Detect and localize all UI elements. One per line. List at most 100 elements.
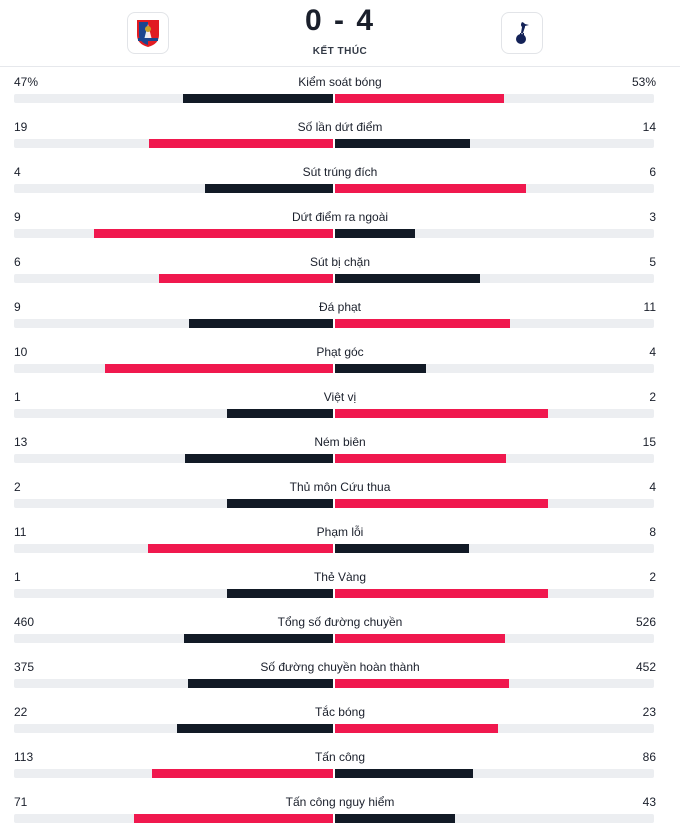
stat-label: Tấn công nguy hiểm	[285, 795, 395, 809]
away-stat-value: 8	[649, 525, 656, 539]
stat-row: 1 Thẻ Vàng 2	[0, 562, 680, 607]
away-stat-value: 23	[642, 705, 656, 719]
stat-label: Thẻ Vàng	[313, 570, 367, 584]
home-stat-track	[14, 544, 333, 553]
stat-row: 375 Số đường chuyền hoàn thành 452	[0, 652, 680, 697]
away-stat-value: 2	[649, 390, 656, 404]
home-stat-track	[14, 409, 333, 418]
home-stat-value: 10	[14, 345, 28, 359]
stat-row: 19 Số lần dứt điểm 14	[0, 112, 680, 157]
home-stat-bar	[189, 319, 333, 328]
home-stat-track	[14, 589, 333, 598]
home-stat-bar	[152, 769, 333, 778]
stat-row: 13 Ném biên 15	[0, 427, 680, 472]
away-stat-value: 11	[643, 300, 656, 314]
home-stat-value: 460	[14, 615, 35, 629]
away-stat-bar	[335, 274, 480, 283]
match-status: KẾT THÚC	[312, 46, 368, 57]
home-stat-track	[14, 364, 333, 373]
home-stat-value: 22	[14, 705, 28, 719]
stat-label: Dứt điểm ra ngoài	[291, 210, 389, 224]
home-stat-value: 9	[14, 210, 21, 224]
stat-row: 10 Phạt góc 4	[0, 337, 680, 382]
home-stat-track	[14, 634, 333, 643]
home-stat-track	[14, 229, 333, 238]
away-stat-track	[335, 454, 654, 463]
stat-row: 460 Tổng số đường chuyền 526	[0, 607, 680, 652]
home-stat-value: 113	[14, 750, 34, 764]
match-header: 0 - 4 KẾT THÚC	[0, 0, 680, 67]
away-stat-value: 15	[642, 435, 656, 449]
away-stat-bar	[335, 184, 526, 193]
away-stat-track	[335, 679, 654, 688]
stat-label: Số lần dứt điểm	[297, 120, 383, 134]
away-stat-value: 2	[649, 570, 656, 584]
stat-label: Tắc bóng	[314, 705, 366, 719]
away-stat-bar	[335, 364, 426, 373]
home-stat-track	[14, 274, 333, 283]
away-stat-track	[335, 499, 654, 508]
home-stat-bar	[177, 724, 333, 733]
stat-row: 4 Sút trúng đích 6	[0, 157, 680, 202]
away-stat-bar	[335, 94, 504, 103]
stat-label: Phạt góc	[316, 345, 364, 359]
home-stat-value: 13	[14, 435, 28, 449]
away-stat-bar	[335, 544, 469, 553]
away-stat-track	[335, 364, 654, 373]
home-stat-value: 2	[14, 480, 21, 494]
home-stat-bar	[149, 139, 333, 148]
home-stat-track	[14, 454, 333, 463]
away-stat-bar	[335, 634, 505, 643]
stat-label: Tấn công	[314, 750, 366, 764]
home-stat-track	[14, 724, 333, 733]
stat-label: Kiểm soát bóng	[298, 75, 382, 89]
stat-row: 11 Phạm lỗi 8	[0, 517, 680, 562]
away-stat-value: 6	[649, 165, 656, 179]
away-stat-track	[335, 769, 654, 778]
stat-row: 22 Tắc bóng 23	[0, 697, 680, 742]
stat-label: Thủ môn Cứu thua	[289, 480, 391, 494]
home-stat-value: 19	[14, 120, 28, 134]
home-stat-track	[14, 769, 333, 778]
away-stat-track	[335, 274, 654, 283]
home-stat-bar	[227, 499, 333, 508]
home-stat-value: 71	[14, 795, 28, 809]
home-stat-track	[14, 319, 333, 328]
home-stat-bar	[159, 274, 333, 283]
away-stat-bar	[335, 724, 498, 733]
away-stat-bar	[335, 499, 548, 508]
home-stat-track	[14, 499, 333, 508]
home-stat-bar	[105, 364, 333, 373]
away-stat-bar	[335, 769, 473, 778]
home-stat-bar	[134, 814, 333, 823]
match-score: 0 - 4	[304, 4, 376, 37]
home-team-crest[interactable]	[127, 12, 169, 54]
away-stat-value: 5	[649, 255, 656, 269]
home-stat-track	[14, 814, 333, 823]
away-stat-bar	[335, 814, 455, 823]
away-stat-track	[335, 319, 654, 328]
away-team-crest[interactable]	[501, 12, 543, 54]
home-stat-track	[14, 184, 333, 193]
stats-list: 47% Kiểm soát bóng 53% 19 Số lần dứt điểm 14 4…	[0, 67, 680, 832]
home-stat-value: 4	[14, 165, 21, 179]
stat-row: 71 Tấn công nguy hiểm 43	[0, 787, 680, 832]
home-stat-bar	[205, 184, 333, 193]
home-stat-value: 9	[14, 300, 21, 314]
home-stat-bar	[227, 409, 333, 418]
away-stat-track	[335, 814, 654, 823]
tottenham-crest-icon	[516, 22, 529, 44]
away-stat-track	[335, 634, 654, 643]
away-stat-value: 53%	[631, 75, 656, 89]
stat-row: 6 Sút bị chặn 5	[0, 247, 680, 292]
away-stat-track	[335, 409, 654, 418]
away-stat-bar	[335, 319, 510, 328]
home-stat-value: 47%	[14, 75, 39, 89]
home-stat-bar	[227, 589, 333, 598]
away-stat-bar	[335, 454, 506, 463]
home-stat-bar	[148, 544, 333, 553]
stat-row: 113 Tấn công 86	[0, 742, 680, 787]
stat-row: 9 Đá phạt 11	[0, 292, 680, 337]
away-stat-value: 14	[642, 120, 656, 134]
stat-label: Sút trúng đích	[302, 165, 378, 179]
